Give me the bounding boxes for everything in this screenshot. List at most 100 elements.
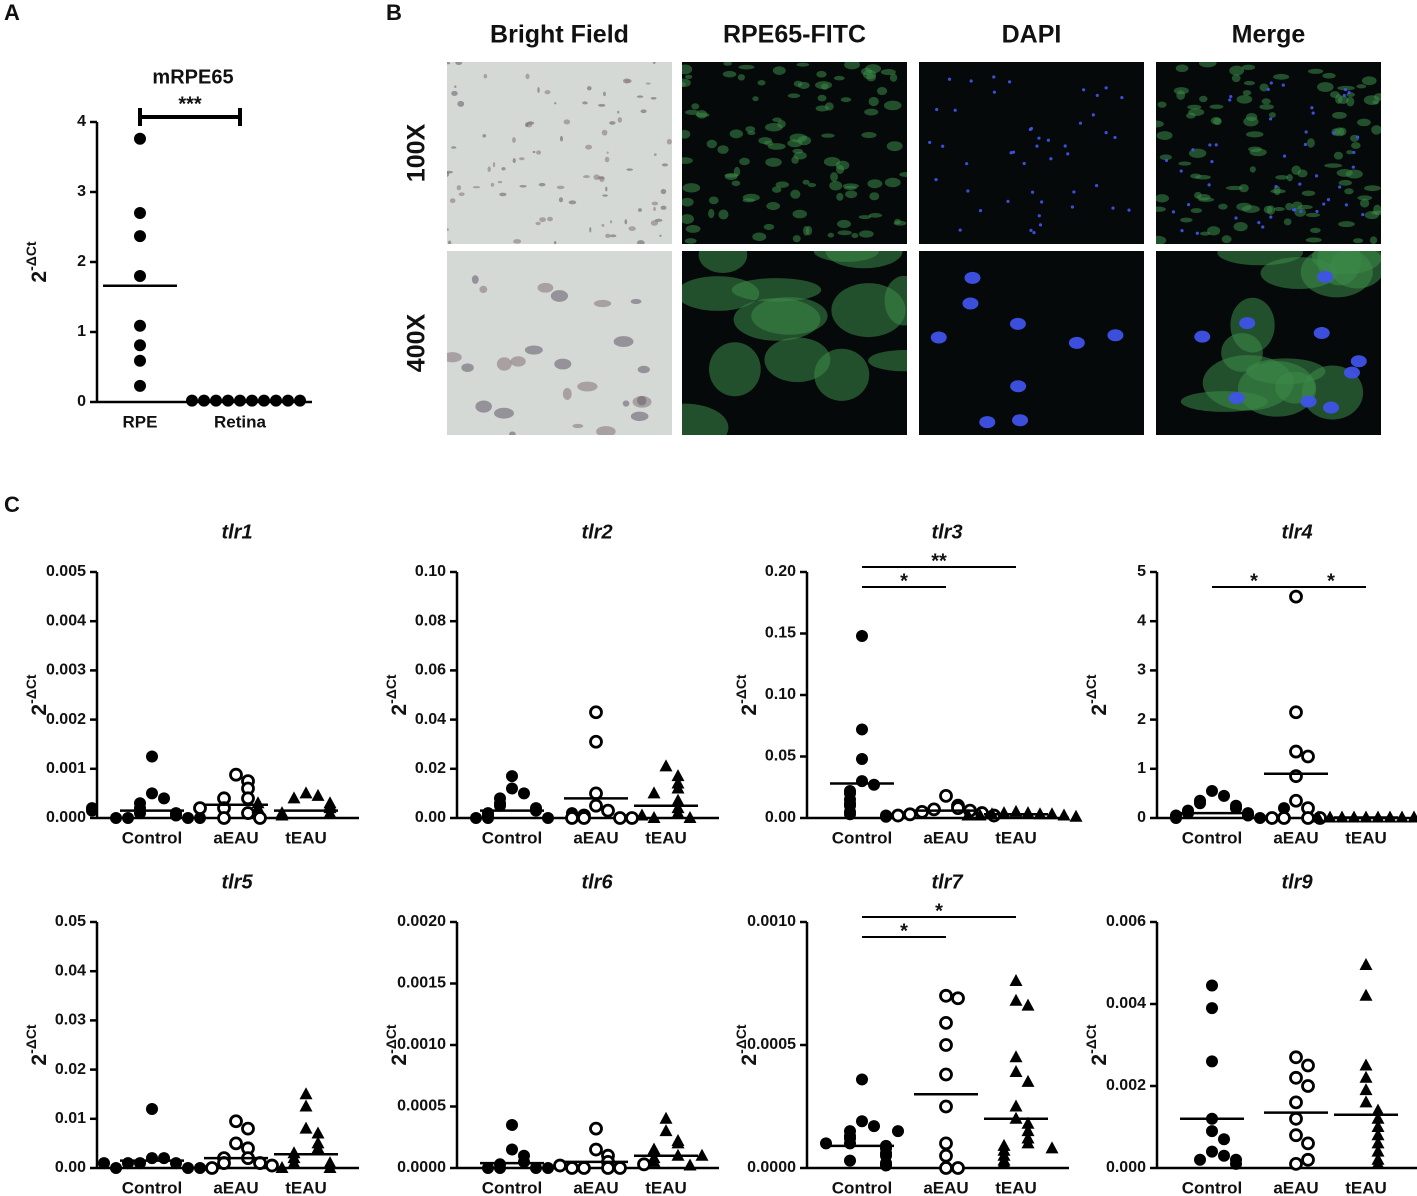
nucleus <box>1113 135 1117 140</box>
cell-speck <box>626 168 633 171</box>
nucleus <box>1037 214 1041 218</box>
image-row-label: 100X <box>403 123 431 182</box>
cell-speck <box>494 407 514 419</box>
nucleus <box>1299 209 1303 213</box>
point <box>1359 1095 1373 1108</box>
y-tick-label: 0.00 <box>415 809 446 826</box>
point <box>844 1154 856 1167</box>
y-tick-label: 0.20 <box>765 563 796 580</box>
cell-fitc <box>1346 96 1355 107</box>
cell-fitc <box>868 350 907 372</box>
point <box>844 1137 856 1150</box>
point <box>1371 1103 1385 1116</box>
y-tick-label: 0.01 <box>55 1110 86 1127</box>
panel-label: A <box>4 0 20 25</box>
cell-speck <box>458 192 465 197</box>
y-tick-label: 3 <box>77 183 86 200</box>
cell-fitc <box>787 93 801 99</box>
point <box>1218 1149 1230 1162</box>
cell-fitc <box>1248 146 1262 153</box>
cell-fitc <box>1236 95 1253 104</box>
cell-speck <box>654 218 663 222</box>
cell-fitc <box>764 337 831 383</box>
cell-speck <box>539 217 546 223</box>
cell-fitc <box>807 183 817 188</box>
cell-fitc <box>691 103 700 110</box>
point <box>1021 1124 1035 1137</box>
point <box>1359 1070 1373 1083</box>
cell-fitc <box>793 80 803 87</box>
cell-fitc <box>1346 150 1353 155</box>
cell-fitc <box>851 233 859 239</box>
image-grid <box>447 62 1381 435</box>
point <box>134 319 146 332</box>
cell-fitc <box>1322 72 1336 79</box>
cell-speck <box>559 135 564 142</box>
point <box>565 811 579 825</box>
nucleus <box>1350 355 1367 368</box>
cell-fitc <box>864 108 879 116</box>
cell-fitc <box>831 283 906 338</box>
cell-fitc <box>698 251 748 274</box>
cell-speck <box>537 86 540 93</box>
y-tick-label: 0.002 <box>46 711 86 728</box>
cell-fitc <box>1198 197 1215 202</box>
point <box>1230 1157 1242 1170</box>
cell-speck <box>593 174 600 180</box>
cell-fitc <box>682 214 695 224</box>
point <box>122 812 134 824</box>
point <box>146 750 158 763</box>
point <box>671 1136 685 1149</box>
nucleus <box>1311 111 1315 115</box>
point <box>265 1158 279 1173</box>
y-axis-label: 2-ΔCt <box>383 674 411 716</box>
cell-speck <box>613 336 634 348</box>
point <box>939 1038 953 1052</box>
point <box>1371 1111 1385 1124</box>
nucleus <box>1266 87 1270 92</box>
point <box>1359 1083 1373 1096</box>
nucleus <box>1342 93 1346 98</box>
nucleus <box>964 271 981 284</box>
cell-fitc <box>1285 202 1294 211</box>
cell-speck <box>492 162 496 168</box>
point <box>134 1157 146 1170</box>
point <box>282 394 294 407</box>
nucleus <box>1214 143 1218 147</box>
y-tick-label: 0.10 <box>765 686 796 703</box>
nucleus <box>1315 209 1319 214</box>
point <box>311 1126 325 1139</box>
micrograph <box>919 251 1144 435</box>
point <box>122 1157 134 1170</box>
point <box>961 808 975 821</box>
cell-speck <box>550 290 569 302</box>
point <box>1021 1136 1035 1149</box>
y-axis-label: 2-ΔCt <box>23 241 51 283</box>
point <box>601 803 615 818</box>
cell-fitc <box>1307 68 1324 74</box>
point <box>939 1161 953 1175</box>
point <box>1009 1065 1023 1078</box>
chart-title: tlr3 <box>931 521 962 543</box>
cell-fitc <box>777 120 786 128</box>
cell-fitc <box>1194 191 1202 199</box>
image-column-label: Merge <box>1232 21 1306 49</box>
cell-fitc <box>1199 95 1208 103</box>
x-tick-label: Control <box>122 828 182 847</box>
cell-speck <box>601 129 608 136</box>
cell-fitc <box>765 157 782 167</box>
point <box>1206 1145 1218 1158</box>
cell-speck <box>582 101 588 105</box>
micrograph-bg <box>919 251 1144 435</box>
cell-fitc <box>1353 238 1364 244</box>
nucleus <box>1120 95 1124 100</box>
cell-speck <box>447 62 451 65</box>
cell-fitc <box>1333 151 1344 160</box>
nucleus <box>1022 161 1026 166</box>
nucleus <box>1303 142 1308 147</box>
point <box>1371 1144 1385 1157</box>
cell-fitc <box>845 190 858 199</box>
cell-fitc <box>1241 64 1256 71</box>
cell-speck <box>650 97 657 100</box>
